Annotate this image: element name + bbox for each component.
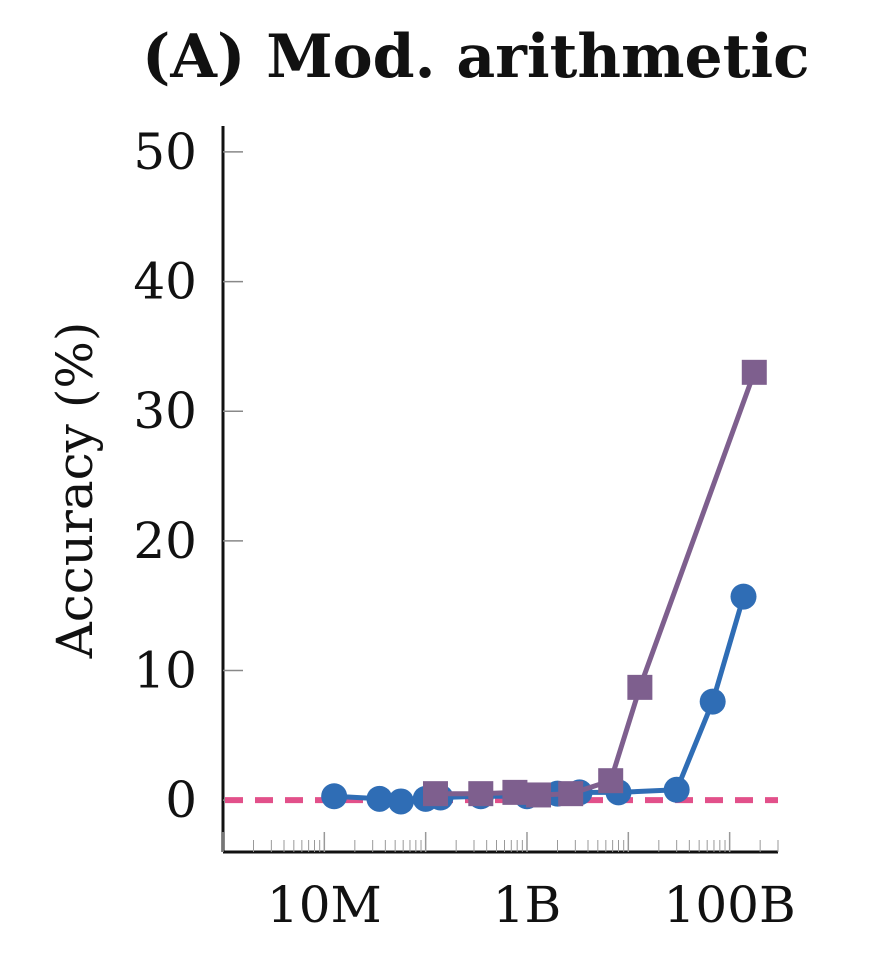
chart-title: (A) Mod. arithmetic: [142, 22, 810, 92]
series-2-point: [741, 359, 767, 385]
x-tick-label: 100B: [664, 876, 796, 934]
x-tick-label: 1B: [493, 876, 562, 934]
series-1-point: [699, 688, 726, 715]
series-1-point: [321, 783, 348, 810]
axes: 0 10 20 30 40 50 10M 1B 100B: [133, 123, 795, 934]
series-2-point: [422, 781, 448, 807]
series-2-point: [526, 782, 552, 808]
y-tick-label: 30: [133, 382, 197, 440]
y-tick-label: 20: [133, 512, 197, 570]
x-tick-label: 10M: [267, 876, 382, 934]
series-1: [321, 583, 757, 815]
series-2-point: [627, 674, 653, 700]
series-2-point: [468, 781, 494, 807]
series-layer: [321, 359, 767, 815]
y-tick-label: 10: [133, 642, 197, 700]
series-1-point: [730, 583, 757, 610]
series-1-point: [387, 788, 414, 815]
series-1-line: [334, 595, 746, 804]
series-2-line: [435, 371, 757, 798]
y-tick-label: 50: [133, 123, 197, 181]
y-tick-label: 40: [133, 253, 197, 311]
y-tick-label: 0: [165, 771, 197, 829]
series-2-point: [598, 768, 624, 794]
series-1-point: [366, 785, 393, 812]
y-axis-title: Accuracy (%): [46, 322, 104, 660]
series-2-point: [502, 779, 528, 805]
series-2-point: [558, 781, 584, 807]
series-2: [422, 359, 767, 808]
series-1-point: [663, 776, 690, 803]
